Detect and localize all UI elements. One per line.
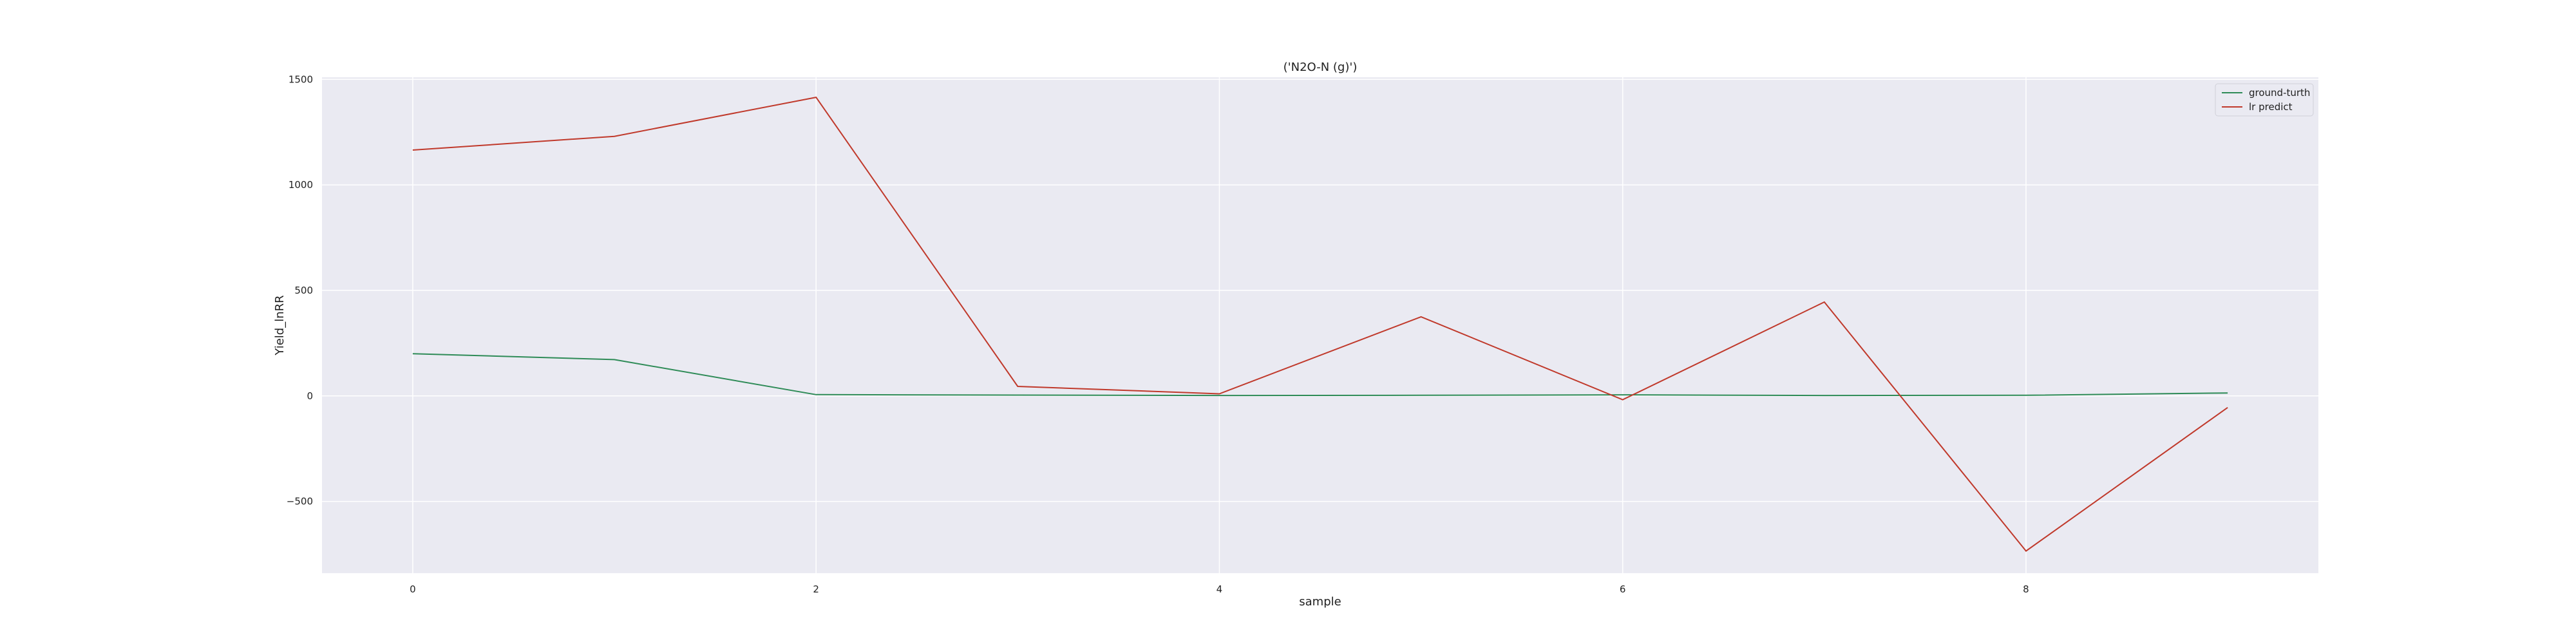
- x-tick-label: 6: [1620, 583, 1626, 595]
- tick-labels: 0 2 4 6 8 −500 0 500 1000 1500: [287, 73, 2029, 595]
- legend-label: lr predict: [2249, 101, 2293, 113]
- y-tick-label: 0: [307, 390, 313, 402]
- y-tick-label: 1000: [289, 179, 313, 191]
- x-tick-label: 2: [813, 583, 819, 595]
- chart-title: ('N2O-N (g)'): [1283, 61, 1358, 74]
- y-axis-label: Yield_lnRR: [273, 295, 287, 355]
- x-tick-label: 8: [2023, 583, 2029, 595]
- x-tick-label: 0: [410, 583, 416, 595]
- y-tick-label: 500: [294, 285, 313, 296]
- x-tick-label: 4: [1217, 583, 1223, 595]
- series-line-0: [412, 353, 2228, 397]
- series-line-1: [412, 96, 2228, 552]
- legend: ground-turth lr predict: [2215, 83, 2314, 117]
- plot-area: [322, 77, 2318, 573]
- y-tick-label: 1500: [289, 73, 313, 85]
- x-axis-label: sample: [1299, 595, 1341, 609]
- series-layer: [412, 96, 2228, 552]
- y-tick-label: −500: [287, 496, 313, 507]
- legend-box: [2215, 83, 2314, 117]
- legend-label: ground-turth: [2249, 87, 2310, 99]
